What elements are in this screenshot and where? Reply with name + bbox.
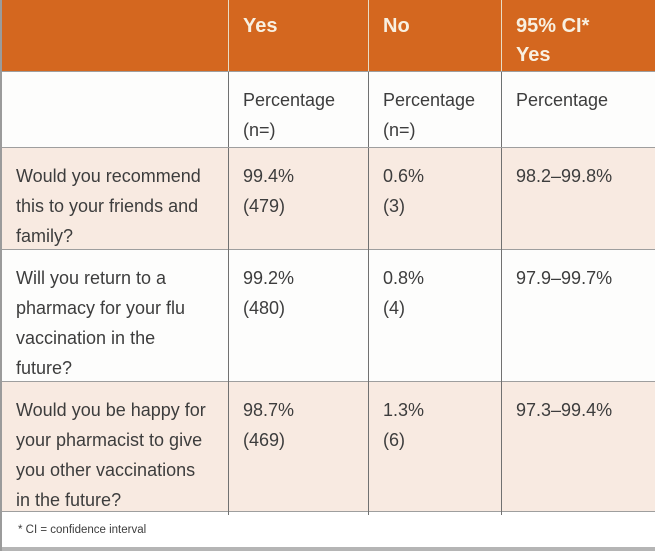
yes-value-cell: 99.4% (479) <box>229 148 369 251</box>
header-cell-95ci-yes: 95% CI* Yes <box>516 15 590 66</box>
table-row-other-vaccinations: Would you be happy for your pharmacist t… <box>2 382 655 515</box>
question-cell: Would you be happy for your pharmacist t… <box>2 382 229 515</box>
table-row-return: Will you return to a pharmacy for your f… <box>2 250 655 383</box>
question-cell: Will you return to a pharmacy for your f… <box>2 250 229 383</box>
subheader-cell-ci-percentage: Percentage <box>516 90 609 110</box>
subheader-cell-empty <box>2 72 229 147</box>
footnote-text: * CI = confidence interval <box>18 523 147 536</box>
no-value-cell: 1.3% (6) <box>369 382 502 515</box>
table-header-row: Yes No 95% CI* Yes <box>2 0 655 72</box>
header-cell-no: No <box>369 0 502 71</box>
table-row-recommend: Would you recommend this to your friends… <box>2 148 655 251</box>
ci-value-cell: 97.9–99.7% <box>516 268 613 288</box>
table-footnote-row: * CI = confidence interval <box>2 512 655 551</box>
no-value-cell: 0.8% (4) <box>369 250 502 383</box>
table-subheader-row: Percentage (n=) Percentage (n=) Percenta… <box>2 72 655 148</box>
header-cell-empty <box>2 0 229 71</box>
subheader-cell-yes-percentage: Percentage (n=) <box>229 72 369 147</box>
yes-value-cell: 99.2% (480) <box>229 250 369 383</box>
ci-value-cell: 97.3–99.4% <box>516 400 613 420</box>
subheader-cell-no-percentage: Percentage (n=) <box>369 72 502 147</box>
header-cell-yes: Yes <box>229 0 369 71</box>
ci-value-cell: 98.2–99.8% <box>516 166 613 186</box>
no-value-cell: 0.6% (3) <box>369 148 502 251</box>
question-cell: Would you recommend this to your friends… <box>2 148 229 251</box>
yes-value-cell: 98.7% (469) <box>229 382 369 515</box>
